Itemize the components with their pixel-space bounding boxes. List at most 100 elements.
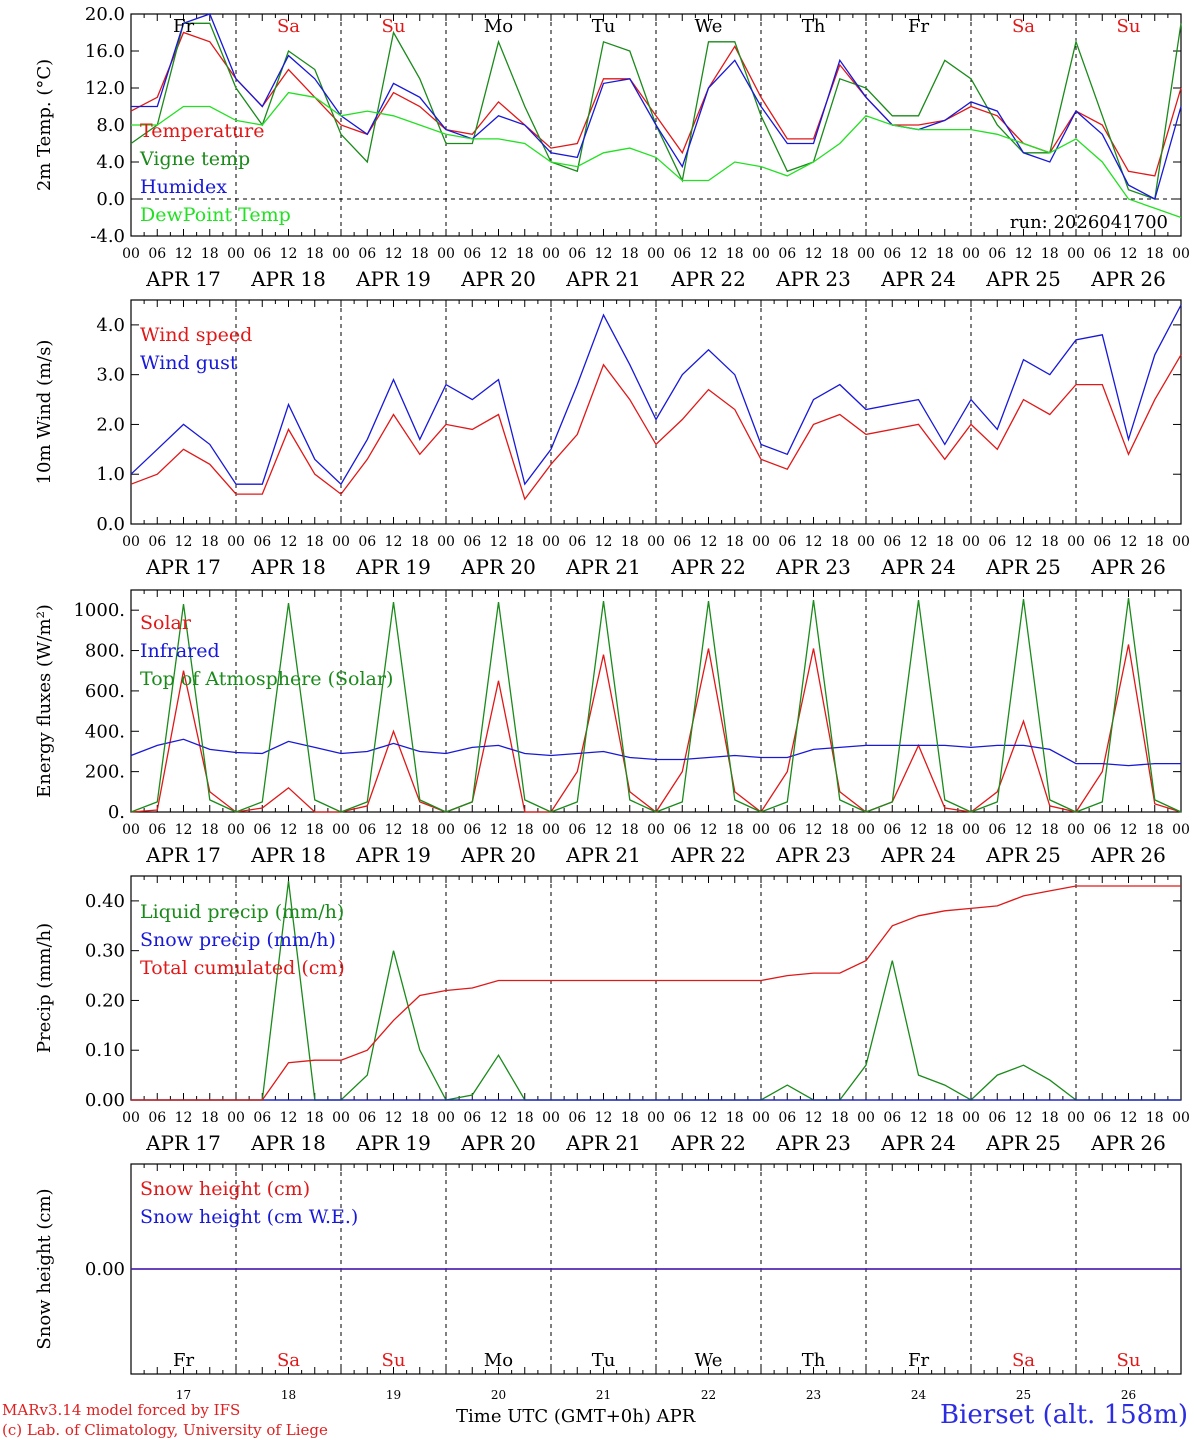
y-tick-label: 4.0	[96, 152, 125, 173]
date-label: APR 24	[880, 1131, 956, 1155]
hour-label: 18	[831, 534, 849, 550]
weekday-label: Fr	[908, 16, 929, 37]
weekday-label: Sa	[1012, 16, 1035, 37]
hour-label: 06	[778, 822, 796, 838]
hour-label: 12	[490, 1110, 508, 1126]
hour-label: 18	[1041, 534, 1059, 550]
hour-label: 18	[726, 1110, 744, 1126]
hour-label: 06	[358, 822, 376, 838]
hour-label: 18	[411, 246, 429, 262]
day-number-label: 25	[1016, 1388, 1031, 1402]
weekday-label: Fr	[173, 16, 194, 37]
date-label: APR 21	[565, 1131, 641, 1155]
hour-label: 12	[595, 246, 613, 262]
day-number-label: 26	[1121, 1388, 1136, 1402]
date-label: APR 18	[250, 555, 326, 579]
hour-label: 06	[358, 246, 376, 262]
hour-label: 00	[332, 1110, 350, 1126]
date-label: APR 22	[670, 267, 746, 291]
hour-label: 12	[1120, 246, 1138, 262]
hour-label: 12	[490, 246, 508, 262]
hour-label: 18	[201, 822, 219, 838]
hour-label: 12	[805, 1110, 823, 1126]
hour-label: 06	[673, 534, 691, 550]
hour-label: 12	[1015, 534, 1033, 550]
hour-label: 12	[910, 246, 928, 262]
hour-label: 12	[1120, 822, 1138, 838]
date-label: APR 25	[985, 843, 1061, 867]
legend-entry: Snow precip (mm/h)	[140, 929, 336, 951]
legend-entry: Liquid precip (mm/h)	[140, 901, 344, 923]
hour-label: 06	[358, 534, 376, 550]
hour-label: 18	[411, 822, 429, 838]
hour-label: 12	[805, 534, 823, 550]
y-tick-label: 600.	[85, 681, 125, 702]
date-label: APR 19	[355, 843, 431, 867]
hour-label: 12	[175, 246, 193, 262]
series-line-infrared	[130, 738, 1181, 767]
weekday-label: Tu	[592, 16, 616, 37]
date-label: APR 18	[250, 1131, 326, 1155]
date-label: APR 26	[1090, 267, 1166, 291]
hour-label: 00	[227, 534, 245, 550]
date-label: APR 22	[670, 1131, 746, 1155]
hour-label: 00	[122, 534, 140, 550]
hour-label: 00	[542, 534, 560, 550]
chart-panel-5: 0.00 Snow height (cm) Snow height (cm) Snow…	[34, 1163, 1182, 1402]
y-tick-label: 1.0	[96, 464, 125, 485]
hour-label: 06	[988, 246, 1006, 262]
weekday-label: Fr	[908, 1350, 929, 1371]
y-axis-title: Energy fluxes (W/m²)	[34, 604, 55, 798]
hour-label: 06	[568, 534, 586, 550]
hour-label: 18	[831, 1110, 849, 1126]
y-tick-label: 0.0	[96, 514, 125, 535]
hour-label: 12	[700, 246, 718, 262]
hour-label: 00	[437, 534, 455, 550]
hour-label: 12	[175, 822, 193, 838]
y-tick-label: -4.0	[90, 226, 125, 247]
hour-label: 18	[1146, 246, 1164, 262]
chart-panel-2: 0.0 1.0 2.0 3.0 4.0 10m Wind (m/s) Wind speed W…	[34, 299, 1190, 579]
hour-label: 12	[700, 534, 718, 550]
hour-label: 12	[1015, 1110, 1033, 1126]
hour-label: 06	[463, 1110, 481, 1126]
hour-label: 00	[227, 1110, 245, 1126]
y-tick-label: 0.0	[96, 189, 125, 210]
hour-label: 18	[621, 1110, 639, 1126]
legend-entry: Snow height (cm W.E.)	[140, 1206, 358, 1228]
hour-label: 00	[122, 822, 140, 838]
hour-label: 06	[1093, 822, 1111, 838]
hour-label: 00	[647, 534, 665, 550]
chart-panel-3: 0. 200. 400. 600. 800. 1000. Energy fluxes (W/…	[34, 589, 1190, 867]
model-credit: MARv3.14 model forced by IFS	[2, 1401, 241, 1419]
weekday-label: Sa	[277, 16, 300, 37]
hour-label: 06	[253, 822, 271, 838]
hour-label: 18	[1146, 534, 1164, 550]
hour-label: 12	[280, 534, 298, 550]
hour-label: 12	[385, 822, 403, 838]
hour-label: 06	[148, 822, 166, 838]
y-axis-title: 2m Temp. (°C)	[34, 59, 55, 191]
hour-label: 18	[726, 246, 744, 262]
hour-label: 18	[621, 246, 639, 262]
weekday-label: Mo	[484, 16, 513, 37]
date-label: APR 17	[145, 267, 221, 291]
date-label: APR 25	[985, 1131, 1061, 1155]
hour-label: 00	[1172, 534, 1190, 550]
hour-label: 06	[883, 246, 901, 262]
y-axis-title: Precip (mm/h)	[34, 923, 55, 1053]
hour-label: 06	[1093, 1110, 1111, 1126]
hour-label: 12	[595, 822, 613, 838]
hour-label: 06	[1093, 534, 1111, 550]
date-label: APR 24	[880, 555, 956, 579]
hour-label: 06	[673, 246, 691, 262]
hour-label: 18	[1146, 822, 1164, 838]
hour-label: 12	[805, 822, 823, 838]
hour-label: 18	[936, 246, 954, 262]
hour-label: 18	[201, 534, 219, 550]
hour-label: 00	[962, 822, 980, 838]
date-label: APR 18	[250, 843, 326, 867]
hour-label: 12	[280, 246, 298, 262]
hour-label: 06	[988, 534, 1006, 550]
